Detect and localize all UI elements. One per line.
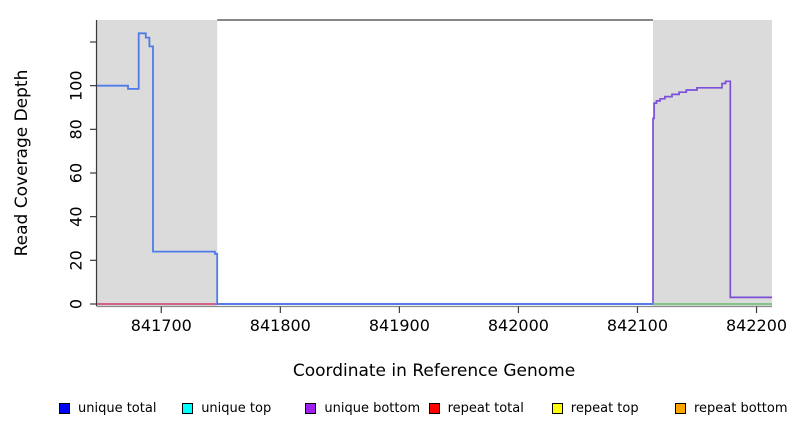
x-tick-label: 841900 [369,316,430,335]
y-tick-label: 0 [67,299,86,309]
x-axis: 841700 841800 841900 842000 842100 842200 [96,305,787,335]
repeat-region-right [652,20,772,306]
legend-item-repeat-bottom: repeat bottom [675,400,788,416]
legend: unique total unique top unique bottom repea… [0,401,792,419]
legend-label: repeat top [570,400,639,416]
legend-item-unique-top: unique top [182,400,272,416]
series-line-unique-bottom [97,80,772,305]
legend-label: unique total [78,400,157,416]
x-tick-label: 842000 [488,316,549,335]
unique-total-swatch-icon [59,402,70,414]
repeat-top-swatch-icon [551,402,563,414]
legend-label: unique top [201,400,272,416]
legend-label: unique bottom [324,400,421,416]
series-line-unique-total [97,32,653,305]
legend-item-repeat-top: repeat top [551,400,639,416]
y-tick-label: 60 [67,163,86,183]
y-axis: 0 20 40 60 80 100 [67,20,98,309]
y-tick-label: 40 [67,206,86,226]
unique-bottom-swatch-icon [305,402,317,414]
legend-label: repeat total [447,400,524,416]
repeat-bottom-swatch-icon [675,402,686,414]
x-tick-label: 842200 [726,316,787,335]
repeat-region-left [97,20,218,306]
series-lines [97,32,772,305]
y-tick-label: 100 [67,70,86,101]
legend-item-repeat-total: repeat total [428,400,524,416]
shaded-regions [97,20,772,306]
x-tick-label: 842100 [607,316,668,335]
legend-label: repeat bottom [694,400,788,416]
x-tick-label: 841700 [131,316,192,335]
y-tick-label: 80 [67,119,86,139]
legend-item-unique-bottom: unique bottom [305,400,421,416]
y-axis-title: Read Coverage Depth [12,70,32,257]
y-tick-label: 20 [67,250,86,270]
unique-top-swatch-icon [182,402,194,414]
repeat-total-swatch-icon [428,402,440,414]
legend-item-unique-total: unique total [59,400,157,416]
x-tick-label: 841800 [250,316,311,335]
x-axis-title: Coordinate in Reference Genome [293,361,575,381]
